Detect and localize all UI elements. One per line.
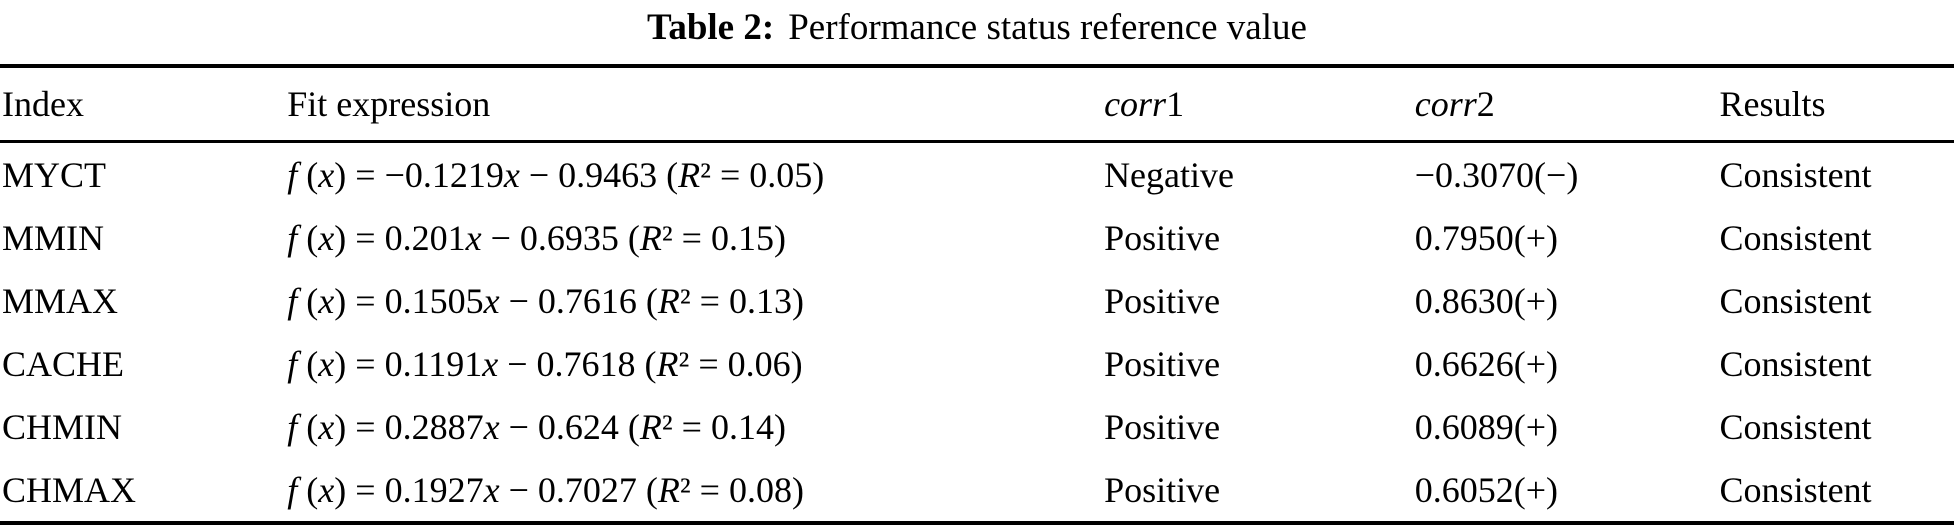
corr2-cell: −0.3070(−)	[1414, 154, 1579, 195]
results-cell: Consistent	[1719, 154, 1872, 195]
performance-reference-table: Index Fit expression corr1 corr2 Results…	[0, 64, 1954, 525]
header-row: Index Fit expression corr1 corr2 Results	[0, 66, 1954, 143]
table-caption-label: Table 2:	[647, 7, 775, 48]
table-caption-text: Performance status reference value	[788, 7, 1307, 48]
corr1-cell: Positive	[1104, 469, 1221, 510]
results-cell: Consistent	[1719, 217, 1872, 258]
index-cell: CACHE	[2, 343, 125, 384]
fit-expression-cell: f (x) = 0.2887x − 0.624 (R² = 0.14)	[287, 406, 786, 447]
table-row: MYCT f (x) = −0.1219x − 0.9463 (R² = 0.0…	[0, 142, 1954, 207]
index-cell: CHMIN	[2, 406, 123, 447]
fit-expression-cell: f (x) = −0.1219x − 0.9463 (R² = 0.05)	[287, 154, 825, 195]
results-cell: Consistent	[1719, 406, 1872, 447]
fit-expression-cell: f (x) = 0.1191x − 0.7618 (R² = 0.06)	[287, 343, 803, 384]
table-row: CHMIN f (x) = 0.2887x − 0.624 (R² = 0.14…	[0, 395, 1954, 458]
index-cell: CHMAX	[2, 469, 137, 510]
corr2-cell: 0.6626(+)	[1414, 343, 1559, 384]
table-caption: Table 2: Performance status reference val…	[0, 0, 1954, 52]
corr1-cell: Positive	[1104, 280, 1221, 321]
table-row: MMAX f (x) = 0.1505x − 0.7616 (R² = 0.13…	[0, 269, 1954, 332]
fit-expression-cell: f (x) = 0.1505x − 0.7616 (R² = 0.13)	[287, 280, 804, 321]
results-cell: Consistent	[1719, 280, 1872, 321]
index-cell: MMAX	[2, 280, 119, 321]
table-row: CHMAX f (x) = 0.1927x − 0.7027 (R² = 0.0…	[0, 458, 1954, 523]
column-header-fit-expression: Fit expression	[285, 66, 1103, 143]
corr1-cell: Positive	[1104, 343, 1221, 384]
corr1-cell: Positive	[1104, 406, 1221, 447]
corr1-cell: Negative	[1104, 154, 1234, 195]
corr2-cell: 0.7950(+)	[1414, 217, 1559, 258]
table-row: MMIN f (x) = 0.201x − 0.6935 (R² = 0.15)…	[0, 206, 1954, 269]
column-header-corr1: corr1	[1102, 66, 1413, 143]
index-cell: MYCT	[2, 154, 107, 195]
index-cell: MMIN	[2, 217, 105, 258]
fit-expression-cell: f (x) = 0.1927x − 0.7027 (R² = 0.08)	[287, 469, 804, 510]
corr2-cell: 0.6089(+)	[1414, 406, 1559, 447]
results-cell: Consistent	[1719, 343, 1872, 384]
column-header-corr2: corr2	[1412, 66, 1718, 143]
table-row: CACHE f (x) = 0.1191x − 0.7618 (R² = 0.0…	[0, 332, 1954, 395]
fit-expression-cell: f (x) = 0.201x − 0.6935 (R² = 0.15)	[287, 217, 786, 258]
column-header-results: Results	[1717, 66, 1954, 143]
corr2-cell: 0.8630(+)	[1414, 280, 1559, 321]
corr2-cell: 0.6052(+)	[1414, 469, 1559, 510]
results-cell: Consistent	[1719, 469, 1872, 510]
corr1-cell: Positive	[1104, 217, 1221, 258]
column-header-index: Index	[0, 66, 286, 143]
